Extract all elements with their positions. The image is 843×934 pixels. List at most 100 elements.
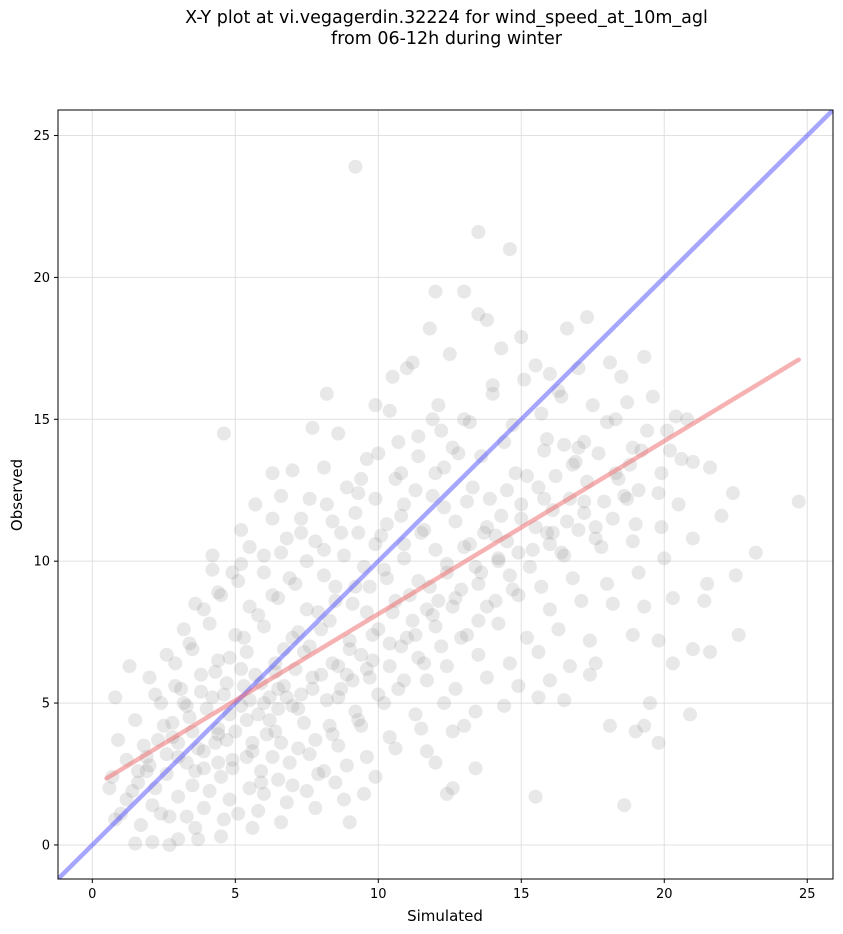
- scatter-point: [725, 486, 740, 501]
- scatter-point: [520, 630, 535, 645]
- scatter-point: [703, 460, 718, 475]
- x-axis-label: Simulated: [407, 907, 483, 925]
- one-to-one-line: [58, 110, 833, 879]
- scatter-point: [362, 579, 377, 594]
- scatter-point: [437, 460, 452, 475]
- scatter-point: [582, 667, 597, 682]
- scatter-point: [608, 412, 623, 427]
- scatter-point: [274, 815, 289, 830]
- scatter-point: [239, 644, 254, 659]
- scatter-point: [108, 690, 123, 705]
- scatter-point: [494, 341, 509, 356]
- scatter-point: [468, 559, 483, 574]
- chart-title-line-2: from 06-12h during winter: [331, 29, 562, 49]
- scatter-point: [308, 534, 323, 549]
- scatter-point: [145, 835, 160, 850]
- scatter-point: [545, 525, 560, 540]
- scatter-point: [479, 312, 494, 327]
- scatter-point: [605, 596, 620, 611]
- scatter-point: [342, 815, 357, 830]
- scatter-point: [602, 718, 617, 733]
- scatter-point: [377, 562, 392, 577]
- chart-title: X-Y plot at vi.vegagerdin.32224 for wind…: [0, 8, 843, 50]
- scatter-point: [494, 508, 509, 523]
- scatter-point: [600, 415, 615, 430]
- scatter-point: [302, 491, 317, 506]
- scatter-point: [451, 446, 466, 461]
- scatter-point: [685, 531, 700, 546]
- scatter-point: [662, 443, 677, 458]
- scatter-point: [502, 568, 517, 583]
- scatter-point: [417, 522, 432, 537]
- scatter-point: [254, 764, 269, 779]
- scatter-point: [265, 749, 280, 764]
- scatter-point: [631, 565, 646, 580]
- scatter-point: [193, 667, 208, 682]
- plot-frame: [57, 109, 834, 880]
- scatter-point: [548, 469, 563, 484]
- scatter-point: [251, 707, 266, 722]
- scatter-point: [588, 531, 603, 546]
- scatter-point: [314, 622, 329, 637]
- scatter-point: [379, 571, 394, 586]
- scatter-point: [528, 358, 543, 373]
- scatter-point: [268, 724, 283, 739]
- scatter-point: [365, 627, 380, 642]
- scatter-point: [311, 767, 326, 782]
- scatter-point: [225, 761, 240, 776]
- scatter-point: [234, 557, 249, 572]
- scatter-point: [654, 520, 669, 535]
- scatter-point: [302, 747, 317, 762]
- scatter-point: [491, 554, 506, 569]
- scatter-point: [251, 608, 266, 623]
- scatter-point: [419, 602, 434, 617]
- scatter-point: [568, 454, 583, 469]
- scatter-point: [359, 452, 374, 467]
- scatter-point: [588, 520, 603, 535]
- scatter-point: [397, 497, 412, 512]
- scatter-point: [239, 713, 254, 728]
- scatter-point: [491, 616, 506, 631]
- scatter-point: [522, 559, 537, 574]
- scatter-point: [428, 466, 443, 481]
- scatter-point: [216, 812, 231, 827]
- scatter-point: [122, 659, 137, 674]
- scatter-point: [697, 593, 712, 608]
- scatter-point: [171, 789, 186, 804]
- scatter-point: [431, 398, 446, 413]
- scatter-point: [571, 522, 586, 537]
- scatter-point: [319, 693, 334, 708]
- scatter-point: [580, 310, 595, 325]
- scatter-point: [542, 366, 557, 381]
- scatter-point: [191, 832, 206, 847]
- scatter-point: [299, 602, 314, 617]
- scatter-point: [208, 735, 223, 750]
- scatter-point: [374, 528, 389, 543]
- scatter-point: [465, 480, 480, 495]
- scatter-point: [605, 511, 620, 526]
- scatter-point: [265, 588, 280, 603]
- scatter-point: [342, 633, 357, 648]
- scatter-point: [562, 659, 577, 674]
- scatter-point: [445, 440, 460, 455]
- scatter-point: [188, 596, 203, 611]
- scatter-point: [265, 511, 280, 526]
- scatter-point: [325, 727, 340, 742]
- scatter-point: [703, 644, 718, 659]
- scatter-point: [219, 732, 234, 747]
- scatter-point: [411, 449, 426, 464]
- scatter-point: [131, 764, 146, 779]
- scatter-point: [585, 398, 600, 413]
- scatter-point: [288, 576, 303, 591]
- scatter-point: [414, 721, 429, 736]
- x-tick-label: 15: [513, 887, 530, 902]
- scatter-point: [405, 613, 420, 628]
- scatter-point: [102, 781, 117, 796]
- scatter-point: [514, 330, 529, 345]
- scatter-point: [439, 659, 454, 674]
- scatter-point: [531, 480, 546, 495]
- scatter-point: [316, 460, 331, 475]
- scatter-point: [319, 386, 334, 401]
- scatter-point: [262, 713, 277, 728]
- scatter-point: [391, 435, 406, 450]
